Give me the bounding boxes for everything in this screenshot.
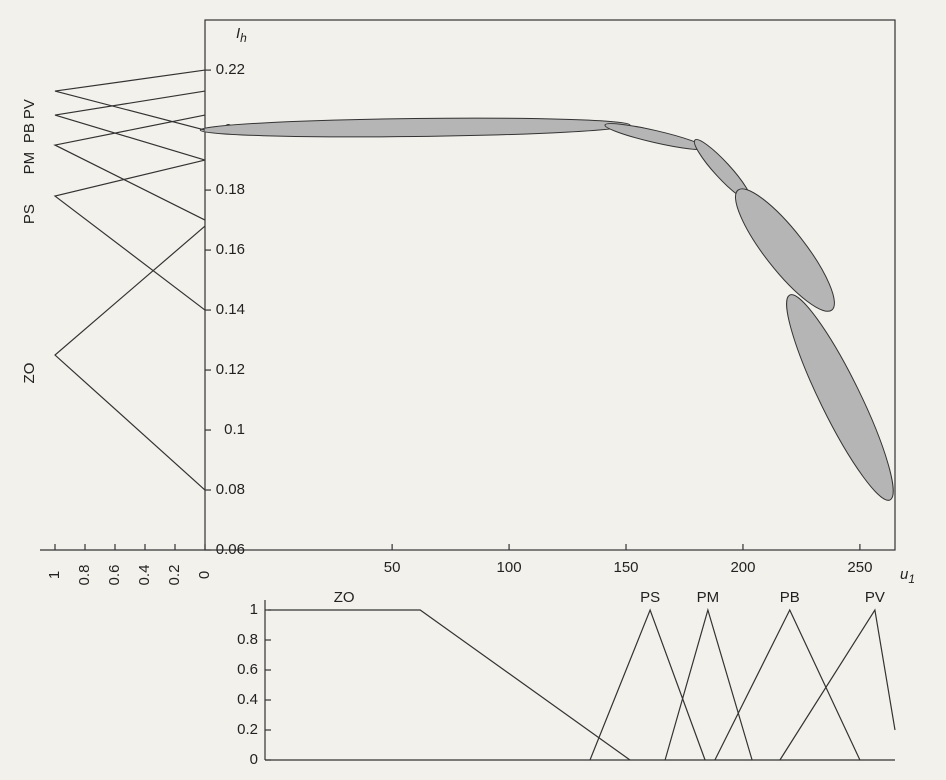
ellipse	[786, 294, 894, 501]
series-label: PB	[780, 589, 800, 606]
y-tick-label: 0.16	[216, 241, 245, 258]
x-axis-label: u1	[900, 566, 915, 586]
mu-tick-label: 0.2	[166, 565, 183, 586]
series-label: ZO	[334, 589, 355, 606]
series-label: PB	[21, 123, 38, 143]
membership-line	[779, 608, 896, 761]
series-label: PS	[21, 204, 38, 224]
x-tick-label: 50	[384, 559, 401, 576]
membership-line	[268, 609, 631, 761]
plot-frame	[204, 19, 896, 551]
membership-line	[53, 114, 206, 221]
y-tick-label: 0.18	[216, 181, 245, 198]
ellipse	[734, 188, 835, 312]
membership-line	[54, 69, 206, 131]
y-tick-label: 0.06	[216, 541, 245, 558]
mu-tick-label: 0.8	[237, 631, 258, 648]
membership-line	[714, 608, 861, 761]
mu-tick-label: 0.6	[237, 661, 258, 678]
y-tick-label: 0.14	[216, 301, 245, 318]
mu-tick-label: 0.6	[106, 565, 123, 586]
x-tick-label: 150	[614, 559, 639, 576]
ellipse	[199, 117, 631, 138]
mu-tick-label: 0.8	[76, 565, 93, 586]
membership-line	[664, 607, 753, 761]
mu-tick-label: 0.2	[237, 721, 258, 738]
y-tick-label: 0.08	[216, 481, 245, 498]
y-tick-label: 0.1	[224, 421, 245, 438]
mu-tick-label: 1	[250, 601, 258, 618]
mu-tick-label: 0	[196, 571, 213, 579]
membership-line	[54, 225, 206, 491]
y-axis-label: Ih	[236, 25, 247, 45]
x-tick-label: 100	[497, 559, 522, 576]
series-label: PM	[21, 152, 38, 175]
series-label: PV	[865, 589, 885, 606]
x-tick-label: 250	[847, 559, 872, 576]
series-label: ZO	[21, 363, 38, 384]
series-label: PS	[640, 589, 660, 606]
series-label: PM	[697, 589, 720, 606]
x-tick-label: 200	[730, 559, 755, 576]
series-label: PV	[21, 99, 38, 119]
mu-tick-label: 0.4	[136, 565, 153, 586]
mu-tick-label: 0.4	[237, 691, 258, 708]
membership-line	[589, 608, 706, 761]
y-tick-label: 0.22	[216, 61, 245, 78]
membership-line	[53, 159, 206, 311]
ellipse	[604, 123, 706, 150]
mu-tick-label: 0	[250, 751, 258, 768]
y-tick-label: 0.12	[216, 361, 245, 378]
mu-tick-label: 1	[46, 571, 63, 579]
membership-line	[54, 90, 206, 161]
